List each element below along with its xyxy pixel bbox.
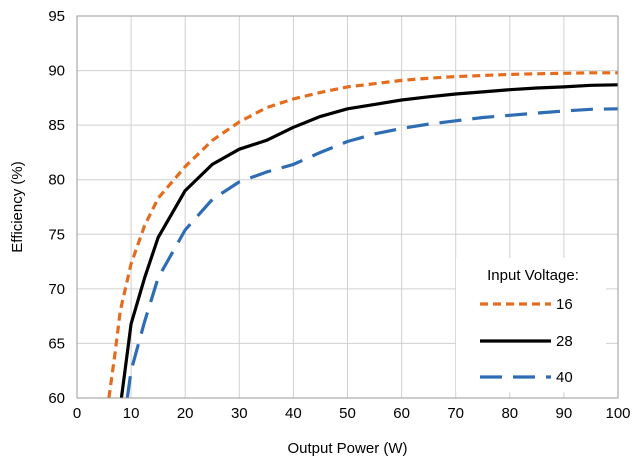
legend-title: Input Voltage: <box>487 267 579 284</box>
x-tick-label: 100 <box>605 405 630 422</box>
series-layer <box>107 71 618 398</box>
y-tick-label: 85 <box>48 117 65 134</box>
plot-frame <box>76 15 619 399</box>
legend: Input Voltage: 16 28 40 <box>456 258 606 392</box>
y-tick-label: 60 <box>48 390 65 407</box>
x-tick-label: 70 <box>447 405 464 422</box>
y-tick-labels: 60 65 70 75 80 85 90 95 <box>48 8 65 407</box>
x-tick-label: 0 <box>73 405 81 422</box>
series-line-40 <box>125 107 618 398</box>
y-tick-label: 90 <box>48 63 65 80</box>
y-tick-label: 70 <box>48 281 65 298</box>
y-tick-label: 65 <box>48 335 65 352</box>
legend-items: 16 28 40 <box>480 296 573 386</box>
legend-label-28: 28 <box>556 333 573 350</box>
x-axis-title: Output Power (W) <box>287 440 407 457</box>
x-tick-label: 90 <box>556 405 573 422</box>
legend-background <box>456 258 606 392</box>
legend-label-40: 40 <box>556 369 573 386</box>
x-tick-label: 10 <box>123 405 140 422</box>
x-tick-label: 50 <box>339 405 356 422</box>
x-tick-label: 80 <box>501 405 518 422</box>
series-line-16 <box>107 71 618 398</box>
x-tick-label: 40 <box>285 405 302 422</box>
x-tick-labels: 0 10 20 30 40 50 60 70 80 90 100 <box>73 405 631 422</box>
x-tick-label: 60 <box>393 405 410 422</box>
x-tick-label: 20 <box>177 405 194 422</box>
y-tick-label: 75 <box>48 226 65 243</box>
legend-label-16: 16 <box>556 296 573 313</box>
y-tick-label: 95 <box>48 8 65 25</box>
series-line-28 <box>119 83 618 398</box>
y-tick-label: 80 <box>48 172 65 189</box>
x-tick-label: 30 <box>231 405 248 422</box>
y-axis-title: Efficiency (%) <box>9 161 26 252</box>
